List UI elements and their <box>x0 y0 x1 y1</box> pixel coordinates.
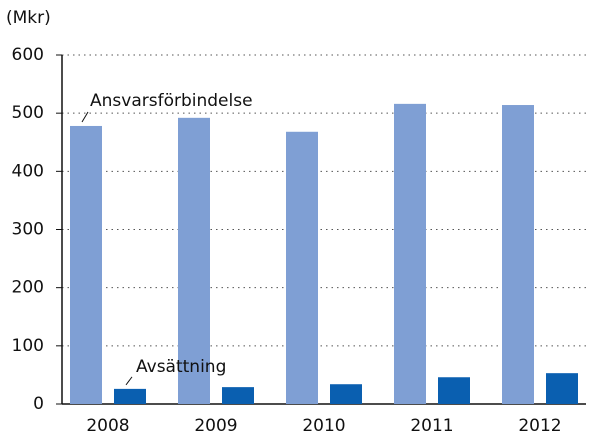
series-label: Avsättning <box>136 357 226 377</box>
y-tick-label: 600 <box>12 45 44 65</box>
x-tick-label: 2010 <box>302 416 345 436</box>
bar <box>286 131 318 404</box>
y-tick-label: 300 <box>12 220 44 240</box>
y-tick-label: 100 <box>12 336 44 356</box>
annotation-leader <box>125 376 133 386</box>
y-tick-label: 200 <box>12 278 44 298</box>
bar <box>546 373 578 404</box>
bar <box>330 384 362 404</box>
bar <box>394 103 426 405</box>
bar <box>178 117 210 404</box>
bar <box>438 377 470 404</box>
bar <box>502 105 534 405</box>
y-tick-label: 400 <box>12 161 44 181</box>
y-axis-label: (Mkr) <box>6 8 51 28</box>
series-label: Ansvarsförbindelse <box>90 91 253 111</box>
y-tick-label: 0 <box>33 394 44 414</box>
y-tick-label: 500 <box>12 103 44 123</box>
x-tick-label: 2012 <box>518 416 561 436</box>
bar <box>70 125 102 405</box>
x-tick-label: 2011 <box>410 416 453 436</box>
bar <box>114 388 146 404</box>
bar <box>222 387 254 404</box>
annotation-leader <box>81 111 89 123</box>
x-tick-label: 2009 <box>194 416 237 436</box>
x-tick-label: 2008 <box>86 416 129 436</box>
